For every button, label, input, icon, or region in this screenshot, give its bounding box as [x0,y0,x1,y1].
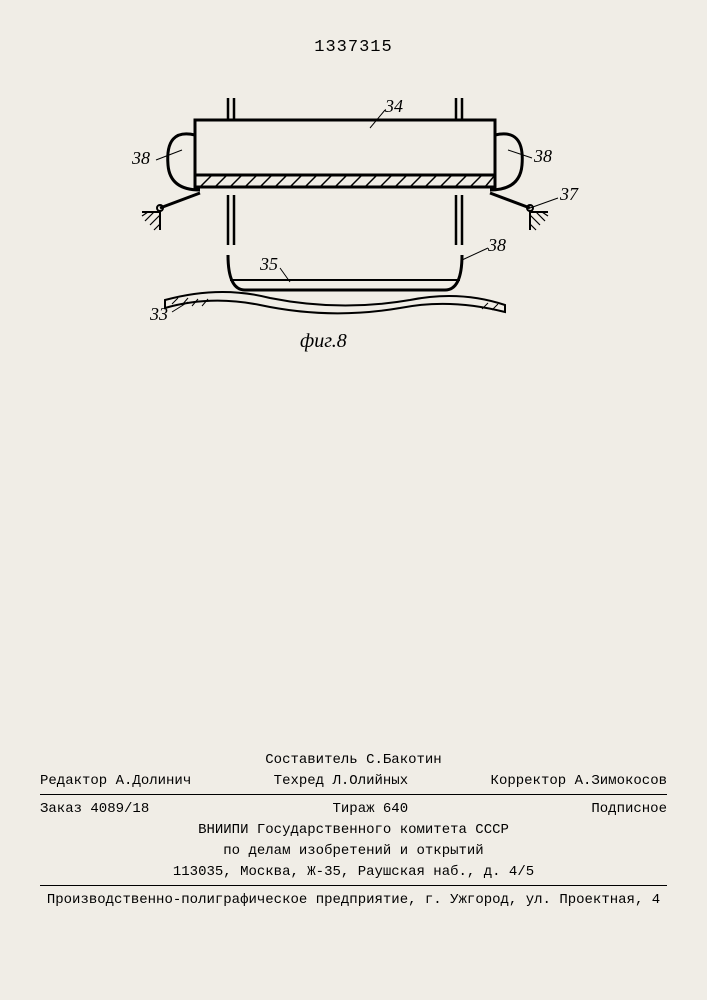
compiler-label: Составитель [265,752,357,768]
ref-35: 35 [260,254,278,275]
compiler-line: Составитель С.Бакотин [40,750,667,771]
divider-2 [40,885,667,886]
techred-cell: Техред Л.Олийных [274,771,408,792]
ref-37: 37 [560,184,578,205]
techred-name: Л.Олийных [333,773,409,789]
order-number: Заказ 4089/18 [40,799,149,820]
ref-38a: 38 [132,148,150,169]
divider-1 [40,794,667,795]
ref-38c: 38 [488,235,506,256]
podpisnoe: Подписное [591,799,667,820]
editor-cell: Редактор А.Долинич [40,771,191,792]
address: 113035, Москва, Ж-35, Раушская наб., д. … [40,862,667,883]
corrector-name: А.Зимокосов [575,773,667,789]
corrector-label: Корректор [491,773,567,789]
tirazh: Тираж 640 [332,799,408,820]
org-line-2: по делам изобретений и открытий [40,841,667,862]
ref-34: 34 [385,96,403,117]
order-row: Заказ 4089/18 Тираж 640 Подписное [40,799,667,820]
editor-label: Редактор [40,773,107,789]
figure-caption: фиг.8 [300,330,347,353]
credits-block: Составитель С.Бакотин Редактор А.Долинич… [40,750,667,911]
techred-label: Техред [274,773,324,789]
ref-33: 33 [150,304,168,325]
editor-name: А.Долинич [116,773,192,789]
print-shop: Производственно-полиграфическое предприя… [40,890,667,911]
editor-row: Редактор А.Долинич Техред Л.Олийных Корр… [40,771,667,792]
figure-svg [110,90,600,350]
corrector-cell: Корректор А.Зимокосов [491,771,667,792]
patent-number: 1337315 [0,38,707,57]
figure-8: 34 38 38 37 38 35 33 [110,90,600,350]
ref-38b: 38 [534,146,552,167]
compiler-name: С.Бакотин [366,752,442,768]
patent-page: 1337315 [0,0,707,1000]
org-line-1: ВНИИПИ Государственного комитета СССР [40,820,667,841]
